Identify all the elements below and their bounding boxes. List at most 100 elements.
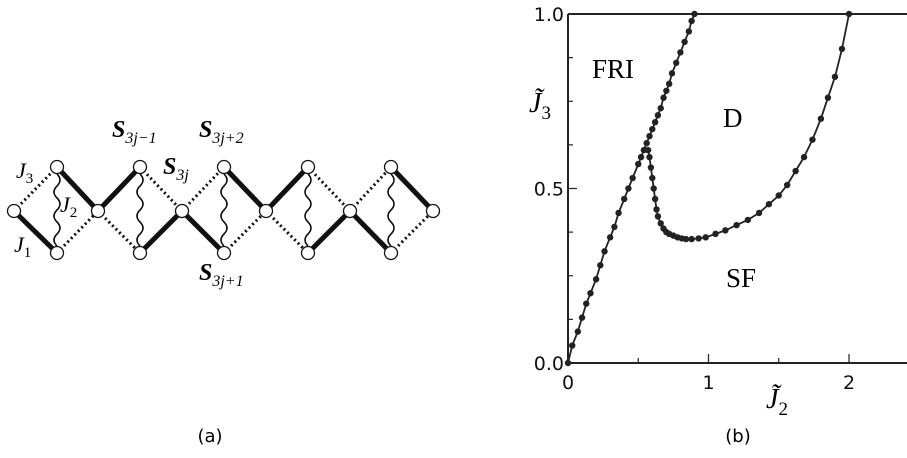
- bond: [180, 165, 226, 213]
- data-point: [601, 248, 608, 255]
- phase-boundary-line: [567, 13, 696, 364]
- data-point: [831, 73, 839, 81]
- data-point: [677, 49, 684, 56]
- data-point: [647, 164, 655, 171]
- site-label-s3j-1: S3j−1: [112, 117, 157, 147]
- data-point: [625, 185, 632, 192]
- data-point: [702, 234, 709, 241]
- data-point: [672, 59, 680, 67]
- wavy-bond: [136, 173, 144, 247]
- spin-site: [383, 159, 399, 175]
- data-point: [657, 105, 664, 112]
- bond: [12, 165, 59, 213]
- caption-a: (a): [197, 426, 222, 447]
- data-point: [646, 153, 653, 161]
- spin-chain-diagram: [6, 159, 441, 261]
- data-point: [681, 38, 688, 46]
- bond: [138, 165, 184, 213]
- y-tick-label: 0.5: [534, 179, 564, 201]
- data-points: [564, 10, 853, 367]
- spin-site: [132, 159, 148, 175]
- spin-site: [342, 203, 358, 219]
- data-point: [691, 10, 698, 18]
- coupling-label-j2: J2: [60, 192, 77, 221]
- spin-site: [300, 159, 316, 175]
- spin-site: [6, 203, 22, 219]
- data-point: [583, 300, 590, 307]
- data-point: [564, 359, 572, 367]
- bond: [348, 165, 393, 213]
- data-point: [824, 94, 832, 101]
- spin-site: [174, 203, 190, 219]
- bond: [264, 209, 310, 255]
- data-point: [649, 174, 656, 182]
- site-label-s3j+2: S3j+2: [199, 117, 244, 147]
- data-point: [663, 87, 670, 94]
- y-axis-label: J̃3: [529, 88, 551, 124]
- spin-site: [132, 245, 148, 261]
- data-point: [665, 80, 673, 88]
- data-point: [637, 153, 645, 161]
- data-point: [685, 28, 693, 35]
- spin-site: [258, 203, 274, 219]
- data-point: [649, 125, 656, 133]
- region-label-d: D: [723, 103, 743, 133]
- data-point: [695, 235, 702, 242]
- data-point: [792, 167, 799, 175]
- region-label-sf: SF: [726, 263, 756, 293]
- bond: [264, 165, 310, 213]
- bond: [306, 165, 352, 213]
- coupling-label-j1: J1: [14, 232, 31, 261]
- data-point: [733, 221, 740, 229]
- data-point: [654, 213, 662, 220]
- x-tick-label: 2: [843, 372, 855, 394]
- data-point: [775, 192, 782, 199]
- data-point: [668, 70, 676, 77]
- data-point: [838, 45, 846, 53]
- data-point: [629, 174, 636, 182]
- data-point: [650, 185, 657, 192]
- data-point: [651, 195, 659, 203]
- bond: [138, 209, 184, 255]
- wavy-bond: [220, 173, 228, 247]
- spin-site: [383, 245, 399, 261]
- bond: [12, 209, 59, 255]
- x-tick-label: 1: [702, 372, 714, 394]
- data-point: [657, 220, 664, 227]
- bond: [348, 209, 393, 255]
- y-tick-label: 1.0: [534, 4, 564, 26]
- phase-boundary-line: [647, 13, 850, 240]
- data-point: [621, 195, 628, 203]
- tick-labels: 0 1 2 0.0 0.5 1.0: [534, 4, 855, 394]
- data-point: [809, 136, 816, 143]
- data-point: [653, 206, 660, 213]
- data-point: [569, 342, 576, 349]
- data-point: [587, 290, 594, 297]
- x-axis-label: J̃2: [766, 384, 788, 420]
- wavy-bond: [304, 173, 312, 247]
- bond: [222, 165, 268, 213]
- data-point: [635, 160, 642, 168]
- data-point: [574, 328, 582, 335]
- data-point: [651, 118, 659, 126]
- site-label-s3j+1: S3j+1: [199, 260, 244, 290]
- data-point: [688, 17, 695, 25]
- data-point: [688, 235, 695, 243]
- data-point: [611, 223, 618, 231]
- data-point: [643, 139, 650, 147]
- data-point: [817, 115, 825, 122]
- wavy-bond: [53, 173, 61, 247]
- spin-site: [300, 245, 316, 261]
- spin-site: [216, 245, 232, 261]
- data-point: [682, 235, 690, 243]
- spin-site: [425, 203, 441, 219]
- data-point: [606, 234, 614, 241]
- data-point: [592, 276, 600, 283]
- bond: [55, 209, 100, 255]
- caption-b: (b): [725, 426, 750, 447]
- data-point: [615, 209, 622, 217]
- data-point: [783, 181, 791, 189]
- data-point: [660, 94, 667, 101]
- bond: [306, 209, 352, 255]
